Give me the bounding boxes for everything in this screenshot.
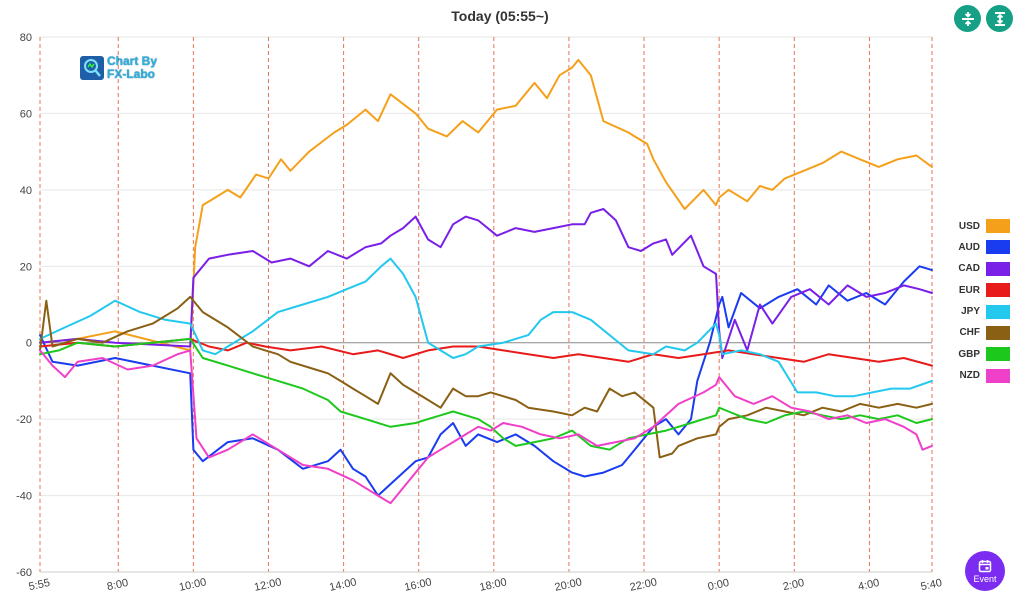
legend-label: JPY	[961, 306, 980, 318]
x-tick-label: 16:00	[403, 576, 432, 593]
legend-label: USD	[958, 220, 980, 232]
x-tick-label: 0:00	[707, 577, 730, 593]
legend-label: CHF	[959, 327, 980, 339]
legend-swatch	[986, 325, 1010, 340]
x-tick-label: 14:00	[328, 576, 357, 593]
x-tick-label: 10:00	[178, 576, 207, 593]
logo-line-1: Chart By	[107, 54, 158, 68]
x-tick-label: 18:00	[478, 576, 507, 593]
y-tick-label: 20	[20, 261, 32, 273]
legend-swatch	[986, 219, 1010, 233]
legend-item-chf[interactable]: CHF	[944, 325, 1010, 341]
chart-grid	[39, 36, 933, 573]
y-tick-label: -40	[16, 491, 32, 503]
legend-label: NZD	[959, 370, 980, 382]
vertical-expand-icon	[994, 11, 1005, 26]
logo-line-2: FX-Labo	[107, 67, 155, 81]
legend-item-cad[interactable]: CAD	[944, 261, 1010, 277]
legend-item-eur[interactable]: EUR	[944, 282, 1010, 298]
legend-item-gbp[interactable]: GBP	[944, 346, 1010, 362]
chart-series	[39, 58, 933, 505]
series-line-jpy	[39, 257, 933, 398]
y-tick-label: 80	[20, 32, 32, 44]
legend-swatch	[986, 261, 1010, 276]
x-tick-label: 2:00	[782, 577, 805, 593]
vertical-compress-button[interactable]	[954, 5, 981, 32]
legend-swatch	[986, 240, 1010, 255]
series-line-chf	[39, 295, 933, 459]
legend-label: EUR	[958, 284, 980, 296]
legend-item-jpy[interactable]: JPY	[944, 304, 1010, 320]
vertical-compress-icon	[961, 11, 974, 26]
y-tick-label: 60	[20, 108, 32, 120]
chart-by-fxlabo-logo: Chart By FX-Labo	[80, 55, 157, 81]
legend-swatch	[986, 347, 1010, 362]
y-tick-label: 0	[26, 338, 32, 350]
y-tick-label: 40	[20, 185, 32, 197]
x-tick-label: 20:00	[554, 576, 583, 593]
y-tick-label: -20	[16, 414, 32, 426]
legend-item-aud[interactable]: AUD	[944, 239, 1010, 255]
legend-item-nzd[interactable]: NZD	[944, 368, 1010, 384]
chart-title: Today (05:55~)	[451, 8, 549, 24]
y-axis-ticks: 80 60 40 20 0 -20 -40 -60	[16, 32, 32, 579]
vertical-expand-button[interactable]	[986, 5, 1013, 32]
event-button[interactable]: Event	[965, 551, 1005, 591]
series-line-aud	[39, 265, 933, 497]
legend-label: CAD	[958, 263, 980, 275]
calendar-icon	[978, 559, 992, 572]
magnifier-chart-icon	[80, 56, 104, 80]
series-line-usd	[39, 58, 933, 352]
series-line-gbp	[39, 337, 933, 451]
x-tick-label: 5:40	[920, 577, 943, 593]
legend-label: GBP	[958, 348, 980, 360]
legend-swatch	[986, 283, 1010, 298]
y-tick-label: -60	[16, 567, 32, 579]
legend-swatch	[986, 304, 1010, 319]
legend-item-usd[interactable]: USD	[944, 218, 1010, 234]
event-label: Event	[973, 573, 997, 584]
x-axis-ticks: 5:55 8:00 10:00 12:00 14:00 16:00 18:00 20:00 22…	[28, 576, 943, 593]
legend-swatch	[986, 368, 1010, 383]
x-tick-label: 4:00	[857, 577, 880, 593]
series-line-eur	[39, 337, 933, 367]
series-line-nzd	[39, 349, 933, 505]
x-tick-label: 12:00	[253, 576, 282, 593]
x-tick-label: 5:55	[28, 577, 51, 593]
series-line-cad	[39, 208, 933, 359]
chart-legend: USD AUD CAD EUR JPY CHF GBP NZD	[944, 218, 1010, 389]
x-tick-label: 22:00	[629, 576, 658, 593]
x-tick-label: 8:00	[106, 577, 129, 593]
legend-label: AUD	[958, 241, 980, 253]
